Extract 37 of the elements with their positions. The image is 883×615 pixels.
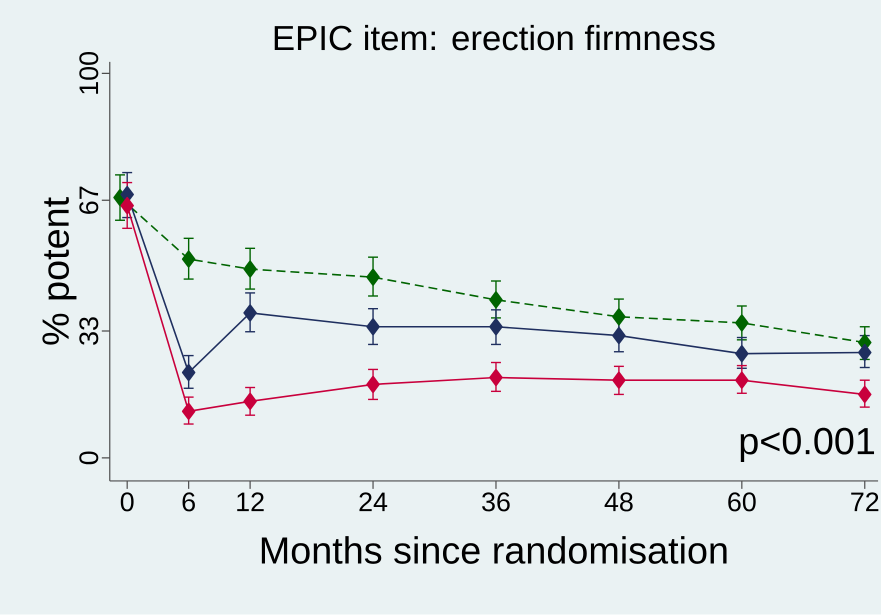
point xyxy=(735,345,749,363)
y-tick-label: 100 xyxy=(79,52,98,94)
x-tick-label: 12 xyxy=(237,492,264,512)
point xyxy=(612,372,626,390)
point xyxy=(182,364,196,382)
point xyxy=(243,260,257,278)
x-tick-label: 36 xyxy=(482,492,510,512)
point xyxy=(366,376,380,394)
x-tick-label: 6 xyxy=(182,492,195,512)
point xyxy=(489,368,503,386)
point xyxy=(489,291,503,309)
x-tick-label: 60 xyxy=(728,492,756,512)
point xyxy=(489,318,503,336)
annotation: p<0.001 xyxy=(740,428,874,462)
x-tick-label: 48 xyxy=(604,492,633,512)
point xyxy=(858,386,872,404)
x-tick-label: 24 xyxy=(359,492,388,512)
point xyxy=(182,250,196,268)
point xyxy=(366,268,380,286)
x-tick-label: 0 xyxy=(120,492,134,512)
point xyxy=(858,344,872,362)
y-tick-label: 33 xyxy=(79,317,98,346)
x-axis-title: Months since randomisation xyxy=(262,536,727,564)
point xyxy=(735,314,749,332)
x-tick-label: 72 xyxy=(851,492,878,512)
point xyxy=(243,304,257,322)
point xyxy=(120,197,134,215)
point xyxy=(612,327,626,345)
point xyxy=(366,318,380,336)
point xyxy=(182,402,196,420)
point xyxy=(735,372,749,390)
point xyxy=(243,392,257,410)
chart-title: EPIC item: erection firmness xyxy=(274,25,715,51)
point xyxy=(612,308,626,326)
y-tick-label: 0 xyxy=(79,452,98,464)
y-axis-title: % potent xyxy=(42,197,76,345)
y-tick-label: 67 xyxy=(79,186,98,214)
